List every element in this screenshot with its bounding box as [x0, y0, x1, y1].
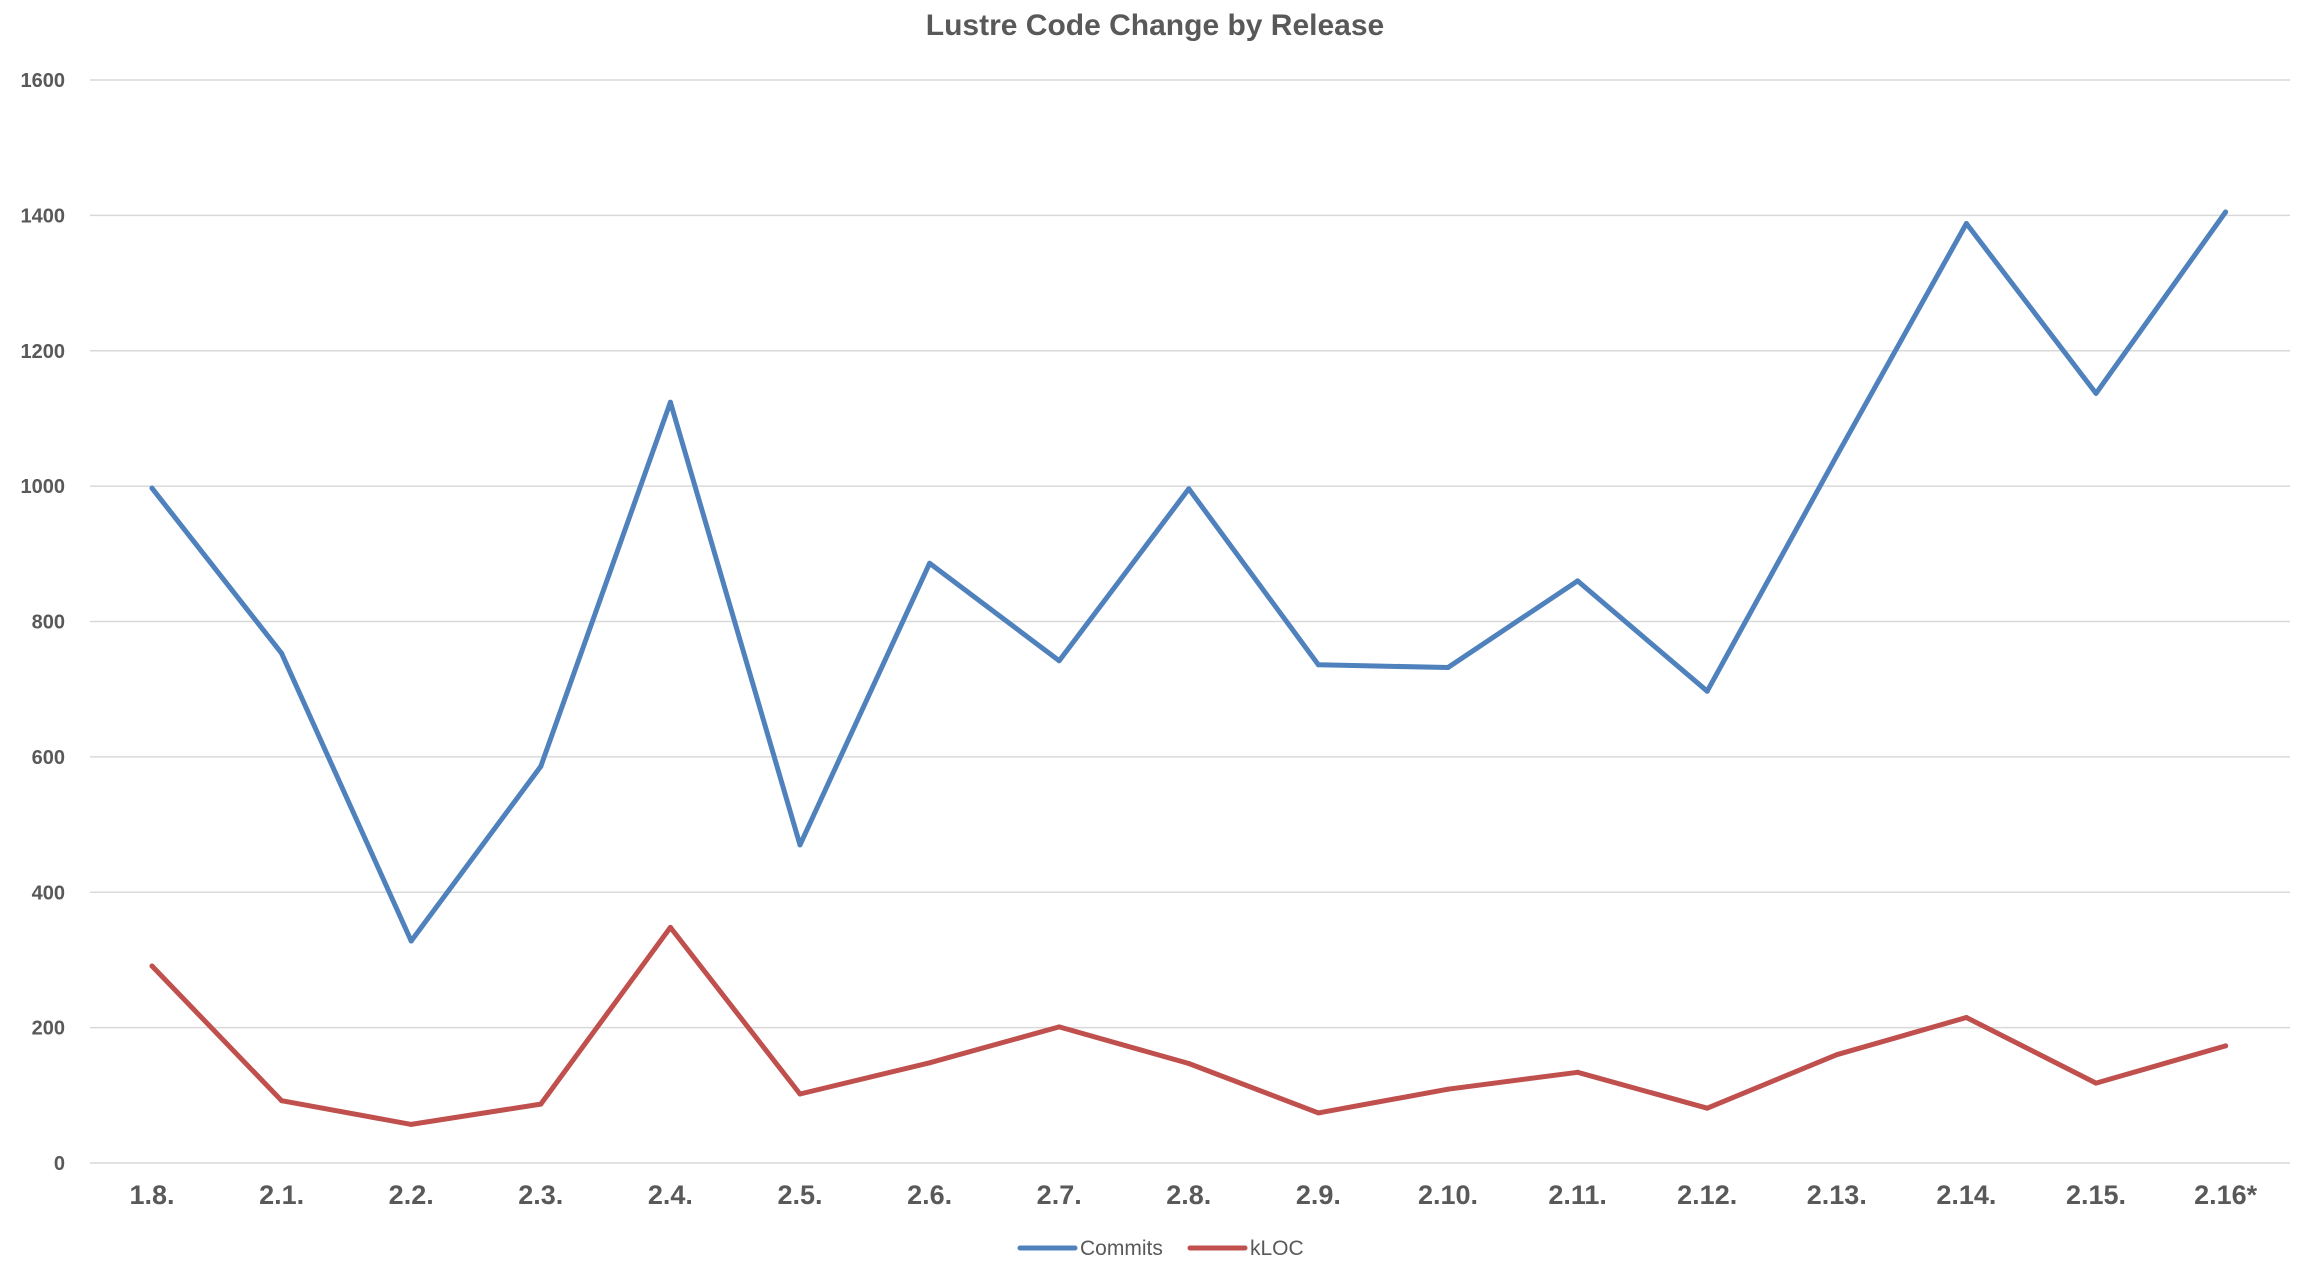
- data-point-kloc: [1834, 1052, 1840, 1058]
- data-point-commits: [2093, 390, 2099, 396]
- x-tick-label: 2.10.: [1418, 1180, 1478, 1210]
- x-tick-label: 2.9.: [1296, 1180, 1341, 1210]
- legend: Commits kLOC: [1017, 1237, 1304, 1260]
- x-tick-label: 2.12.: [1677, 1180, 1737, 1210]
- data-point-kloc: [2223, 1043, 2229, 1049]
- x-tick-label: 2.11.: [1548, 1180, 1607, 1210]
- x-tick-label: 2.3.: [518, 1180, 563, 1210]
- data-point-commits: [1963, 220, 1969, 226]
- y-tick-label: 1400: [21, 205, 66, 227]
- data-point-kloc: [1056, 1024, 1062, 1030]
- y-tick-label: 1000: [21, 476, 66, 498]
- legend-label-kloc: kLOC: [1250, 1237, 1304, 1260]
- x-tick-label: 2.8.: [1166, 1180, 1211, 1210]
- data-point-kloc: [667, 924, 673, 930]
- data-point-commits: [2223, 209, 2229, 215]
- y-tick-label: 600: [32, 747, 65, 769]
- data-point-commits: [667, 399, 673, 405]
- data-point-commits: [1056, 658, 1062, 664]
- x-tick-label: 2.7.: [1037, 1180, 1082, 1210]
- data-point-commits: [1315, 662, 1321, 668]
- data-point-commits: [538, 763, 544, 769]
- data-point-kloc: [1704, 1105, 1710, 1111]
- gridlines: [90, 79, 2290, 1164]
- data-point-kloc: [279, 1098, 285, 1104]
- x-tick-label: 2.5.: [777, 1180, 822, 1210]
- y-tick-label: 1200: [21, 341, 66, 363]
- x-tick-label: 2.15.: [2066, 1180, 2126, 1210]
- series-line-kloc: [149, 924, 2229, 1127]
- data-point-commits: [797, 842, 803, 848]
- y-tick-label: 800: [32, 612, 65, 634]
- data-point-commits: [1704, 688, 1710, 694]
- data-point-kloc: [927, 1060, 933, 1066]
- data-point-commits: [1445, 665, 1451, 671]
- x-tick-label: 2.1.: [259, 1180, 304, 1210]
- x-axis-ticks: 1.8. 2.1. 2.2. 2.3. 2.4. 2.5. 2.6. 2.7. 2.8. 2.9.…: [129, 1180, 2257, 1210]
- x-tick-label: 2.16*: [2194, 1180, 2258, 1210]
- legend-label-commits: Commits: [1080, 1237, 1163, 1260]
- data-point-kloc: [2093, 1080, 2099, 1086]
- y-tick-label: 200: [32, 1018, 65, 1040]
- data-point-commits: [927, 560, 933, 566]
- y-tick-label: 400: [32, 882, 65, 904]
- data-point-kloc: [1445, 1086, 1451, 1092]
- x-tick-label: 1.8.: [129, 1180, 174, 1210]
- x-tick-label: 2.14.: [1936, 1180, 1996, 1210]
- x-tick-label: 2.6.: [907, 1180, 952, 1210]
- data-point-commits: [408, 938, 414, 944]
- data-point-commits: [279, 650, 285, 656]
- data-point-kloc: [538, 1101, 544, 1107]
- data-point-kloc: [408, 1121, 414, 1127]
- x-tick-label: 2.13.: [1807, 1180, 1867, 1210]
- data-point-kloc: [1186, 1060, 1192, 1066]
- data-point-kloc: [797, 1091, 803, 1097]
- x-tick-label: 2.2.: [389, 1180, 434, 1210]
- data-point-commits: [1834, 453, 1840, 459]
- data-point-kloc: [1963, 1014, 1969, 1020]
- chart-title: Lustre Code Change by Release: [926, 9, 1384, 42]
- series-lines: [149, 209, 2229, 1127]
- data-point-kloc: [1315, 1110, 1321, 1116]
- x-tick-label: 2.4.: [648, 1180, 693, 1210]
- data-point-commits: [149, 485, 155, 491]
- y-tick-label: 0: [54, 1153, 65, 1175]
- data-point-commits: [1186, 486, 1192, 492]
- series-line-commits: [149, 209, 2229, 944]
- data-point-kloc: [1575, 1069, 1581, 1075]
- y-axis-ticks: 0 200 400 600 800 1000 1200 1400 1600: [21, 70, 66, 1175]
- data-point-commits: [1575, 578, 1581, 584]
- data-point-kloc: [149, 963, 155, 969]
- y-tick-label: 1600: [21, 70, 66, 92]
